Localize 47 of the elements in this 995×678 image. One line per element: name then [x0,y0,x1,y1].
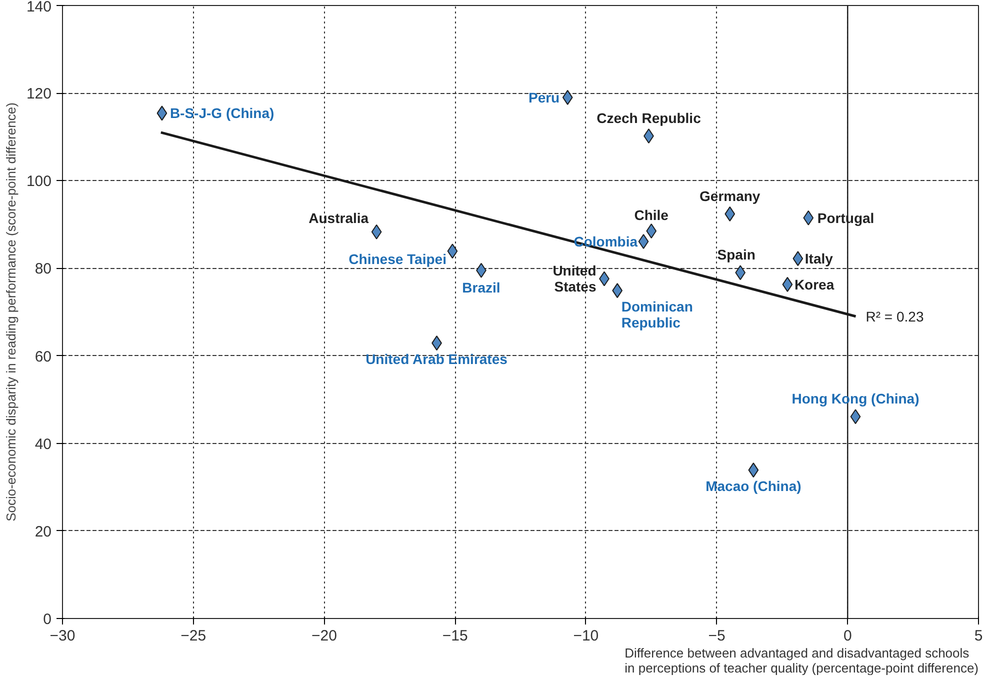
y-tick-label: 20 [34,523,52,540]
point [447,244,458,259]
data-label: Korea [794,276,834,292]
x-tick-label: 0 [843,628,852,644]
x-tick-label: −10 [573,628,599,644]
data-label: Chile [634,206,669,223]
data-label: Germany [700,188,760,204]
x-axis-title: Difference between advantaged and disadvantaged schools in perceptions of teacher quality (percentage-point difference) [624,646,979,676]
point [782,276,793,292]
data-label: Italy [804,250,834,267]
point [724,206,736,222]
point [156,106,168,121]
data-label: B-S-J-G (China) [170,105,274,122]
data-label: Brazil [462,279,500,296]
y-tick-label: 140 [26,0,52,16]
point [646,223,657,238]
y-tick-label: 120 [26,86,52,103]
y-tick-label: 80 [34,260,52,278]
point [748,462,759,478]
x-tick-label: −15 [442,628,468,644]
data-label: United Arab Emirates [366,351,508,368]
y-tick-label: 0 [43,611,52,628]
point [803,210,814,226]
point [792,251,804,266]
data-label: Chinese Taipei [348,251,446,268]
x-tick-label: −20 [311,628,337,644]
annotation: R² = 0.23 [866,308,924,324]
data-label: Czech Republic [596,110,702,126]
y-axis-title: Socio-economic disparity in reading performance (score-point difference) [3,102,18,522]
y-tick-label: 60 [34,348,52,366]
data-label: Dominican Republic [621,298,693,331]
x-tick-label: 5 [974,628,983,644]
data-label: Spain [717,246,756,263]
point [850,409,861,424]
y-tick-label: 100 [26,173,52,190]
data-label: Colombia [574,234,638,250]
x-tick-label: −30 [50,628,76,644]
x-tick-label: −25 [180,628,206,644]
y-tick-label: 40 [34,436,52,453]
point [371,224,382,240]
point [735,265,746,280]
point [638,234,649,250]
point [562,90,573,105]
data-label: Australia [308,210,369,226]
data-label: Peru [528,89,560,106]
data-label: Macao (China) [706,478,802,494]
x-tick-label: −5 [708,628,726,644]
